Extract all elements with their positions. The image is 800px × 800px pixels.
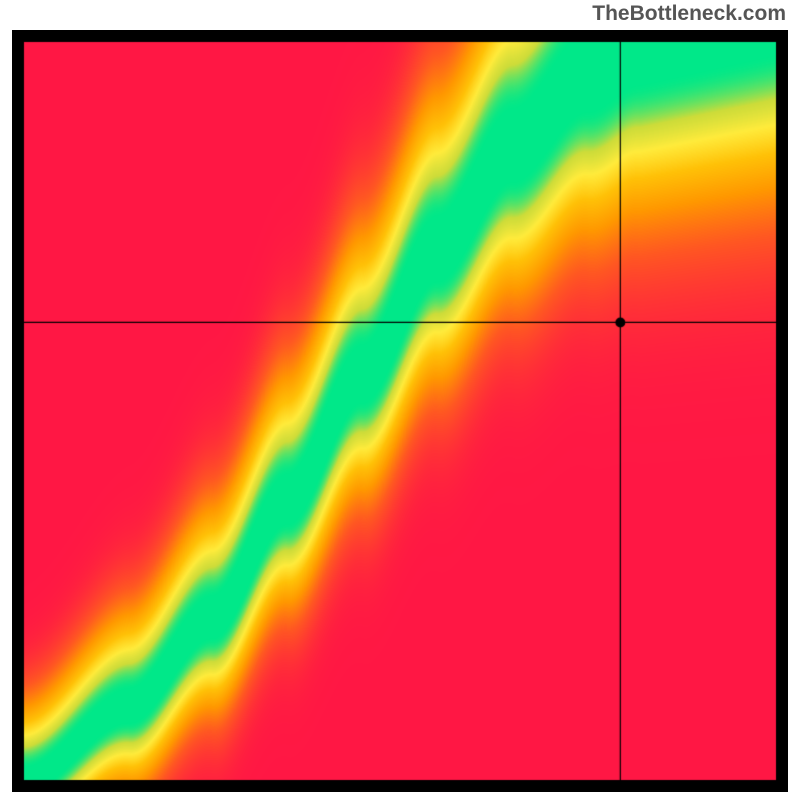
chart-container: TheBottleneck.com bbox=[0, 0, 800, 800]
heatmap-canvas bbox=[12, 30, 788, 792]
heatmap-frame bbox=[12, 30, 788, 792]
watermark-text: TheBottleneck.com bbox=[592, 2, 786, 26]
